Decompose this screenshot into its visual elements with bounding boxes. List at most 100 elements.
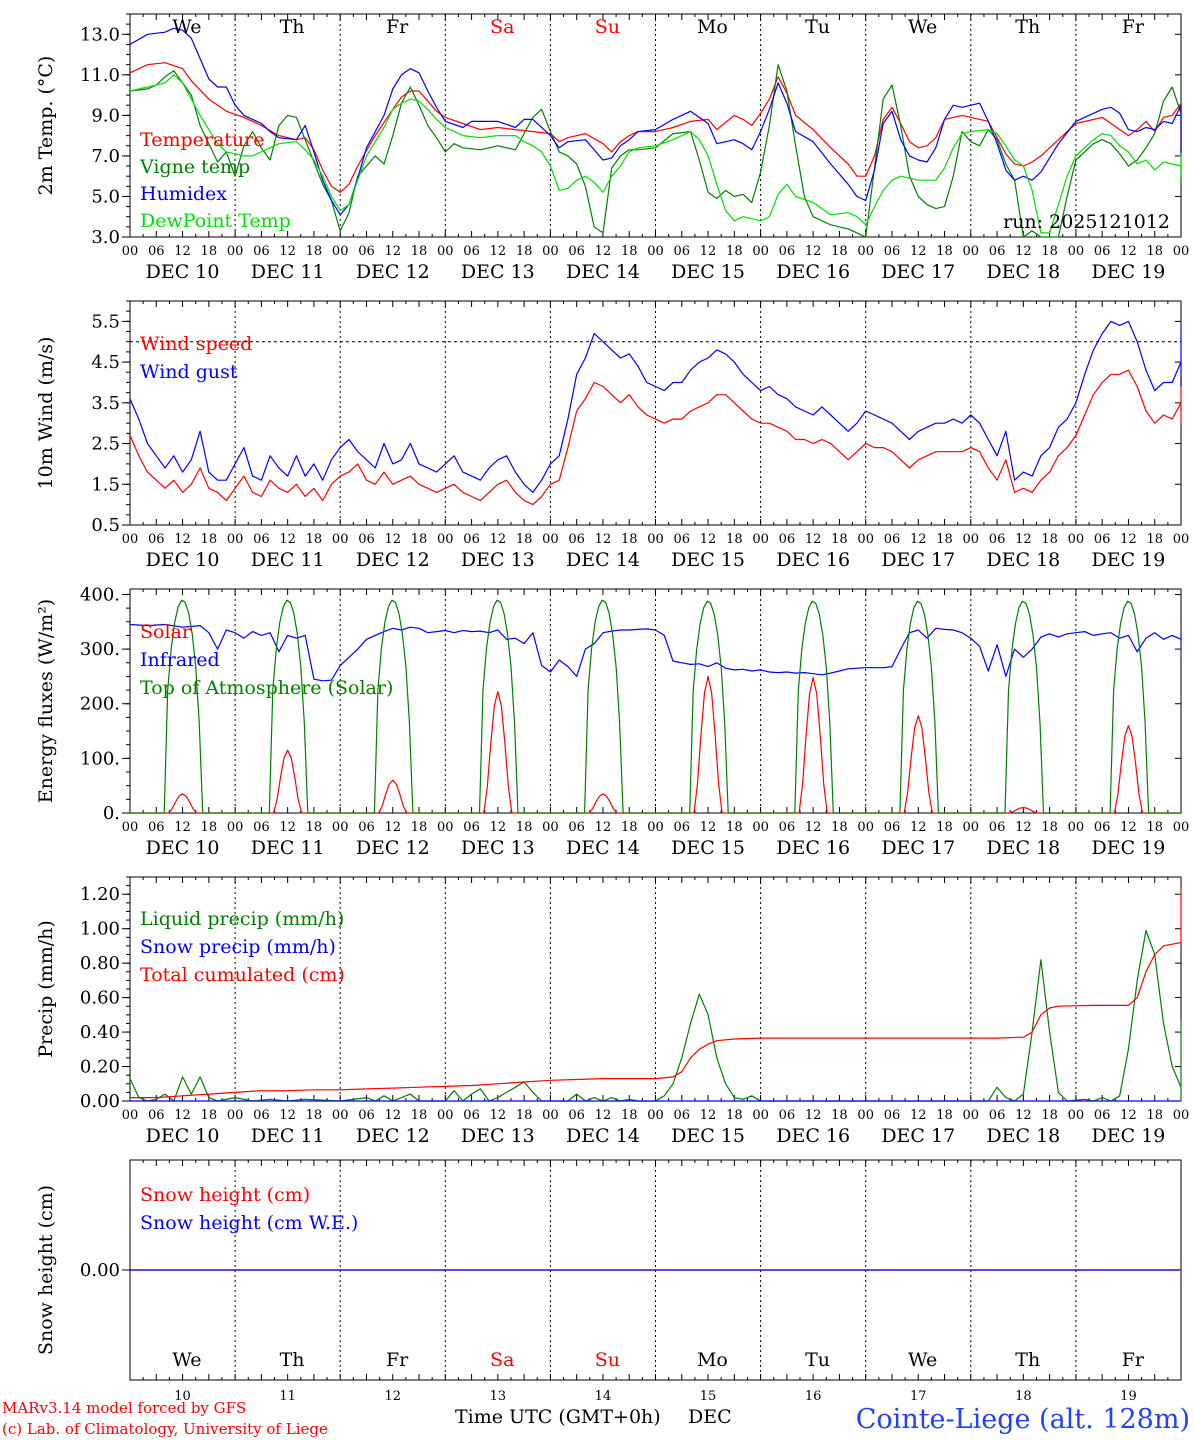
energy-date-label: DEC 10 xyxy=(146,837,220,859)
wind-y-tick-label: 5.5 xyxy=(91,311,120,332)
energy-hour-label: 00 xyxy=(332,820,349,835)
wind-hour-label: 00 xyxy=(122,532,139,547)
precip-hour-label: 12 xyxy=(384,1108,401,1123)
wind-hour-label: 00 xyxy=(857,532,874,547)
precip-hour-label: 18 xyxy=(306,1108,323,1123)
wind-hour-label-end: 00 xyxy=(1173,532,1190,547)
temperature-y-tick-label: 11.0 xyxy=(80,65,120,86)
energy-hour-label: 12 xyxy=(700,820,717,835)
wind-hour-label: 00 xyxy=(332,532,349,547)
temperature-hour-label: 06 xyxy=(1094,244,1111,259)
day-number-label: 12 xyxy=(384,1389,401,1404)
day-number-label: 16 xyxy=(805,1389,822,1404)
wind-legend-label: Wind speed xyxy=(140,333,252,355)
precip-date-label: DEC 17 xyxy=(881,1125,955,1147)
precip-hour-label: 00 xyxy=(227,1108,244,1123)
day-number-label: 14 xyxy=(595,1389,612,1404)
temperature-hour-label: 12 xyxy=(384,244,401,259)
precip-hour-label: 18 xyxy=(1146,1108,1163,1123)
energy-series-infrared xyxy=(129,623,1182,682)
energy-hour-label: 12 xyxy=(279,820,296,835)
wind-hour-label: 00 xyxy=(963,532,980,547)
energy-hour-label: 18 xyxy=(1041,820,1058,835)
temperature-hour-label: 12 xyxy=(910,244,927,259)
weekday-label: Th xyxy=(280,1349,305,1371)
energy-hour-label: 12 xyxy=(490,820,507,835)
energy-hour-label: 18 xyxy=(306,820,323,835)
energy-hour-label: 06 xyxy=(1094,820,1111,835)
energy-hour-label: 18 xyxy=(936,820,953,835)
precip-date-label: DEC 16 xyxy=(776,1125,850,1147)
wind-hour-label: 18 xyxy=(621,532,638,547)
temperature-hour-label: 18 xyxy=(621,244,638,259)
temperature-y-tick-label: 5.0 xyxy=(91,186,120,207)
precip-hour-label: 12 xyxy=(700,1108,717,1123)
energy-hour-label: 18 xyxy=(621,820,638,835)
energy-hour-label: 06 xyxy=(779,820,796,835)
temperature-date-label: DEC 12 xyxy=(356,261,430,283)
precip-hour-label: 18 xyxy=(516,1108,533,1123)
temperature-date-label: DEC 19 xyxy=(1092,261,1166,283)
precip-hour-label: 18 xyxy=(621,1108,638,1123)
temperature-date-label: DEC 17 xyxy=(881,261,955,283)
energy-hour-label: 00 xyxy=(437,820,454,835)
weekday-label: Sa xyxy=(490,16,514,38)
energy-series-top-of-atmosphere-solar- xyxy=(130,599,1181,814)
footer-month-label: DEC xyxy=(688,1406,732,1428)
precip-hour-label: 12 xyxy=(490,1108,507,1123)
chart-panels: 3.0 5.0 7.0 9.0 11.0 13.0 2m Temp. (°C) Tempera… xyxy=(35,13,1190,1404)
energy-hour-label: 12 xyxy=(805,820,822,835)
temperature-hour-label: 12 xyxy=(1120,244,1137,259)
wind-panel: 0.5 1.5 2.5 3.5 4.5 5.5 10m Wind (m/s) Wind spe… xyxy=(35,300,1190,571)
temperature-hour-label: 12 xyxy=(279,244,296,259)
energy-date-label: DEC 15 xyxy=(671,837,745,859)
energy-date-label: DEC 12 xyxy=(356,837,430,859)
wind-hour-label: 18 xyxy=(936,532,953,547)
weekday-label: Su xyxy=(595,16,620,38)
precip-hour-label: 18 xyxy=(411,1108,428,1123)
precip-legend-label: Snow precip (mm/h) xyxy=(140,936,336,958)
wind-date-label: DEC 13 xyxy=(461,549,535,571)
precip-hour-label: 06 xyxy=(463,1108,480,1123)
temperature-series-temperature xyxy=(129,62,1182,193)
temperature-series-vigne-temp xyxy=(129,64,1182,238)
temperature-hour-label: 06 xyxy=(674,244,691,259)
energy-hour-label: 12 xyxy=(384,820,401,835)
precip-date-label: DEC 19 xyxy=(1092,1125,1166,1147)
energy-hour-label: 06 xyxy=(148,820,165,835)
precip-hour-label: 18 xyxy=(726,1108,743,1123)
wind-y-tick-label: 4.5 xyxy=(91,352,120,373)
energy-hour-label: 00 xyxy=(1068,820,1085,835)
temperature-hour-label: 06 xyxy=(358,244,375,259)
precip-hour-label: 00 xyxy=(542,1108,559,1123)
footer-time-label: Time UTC (GMT+0h) xyxy=(455,1406,661,1428)
footer-credit-label: (c) Lab. of Climatology, University of L… xyxy=(2,1420,328,1438)
precip-date-label: DEC 12 xyxy=(356,1125,430,1147)
weekday-label: Fr xyxy=(1122,1349,1145,1371)
precip-hour-label: 06 xyxy=(779,1108,796,1123)
temperature-hour-label-end: 00 xyxy=(1173,244,1190,259)
temperature-hour-label: 00 xyxy=(227,244,244,259)
energy-panel: 0. 100. 200. 300. 400. Energy fluxes (W/m²) So… xyxy=(35,584,1189,859)
precip-hour-label: 12 xyxy=(595,1108,612,1123)
temperature-legend-label: Humidex xyxy=(140,183,227,205)
precip-hour-label: 12 xyxy=(805,1108,822,1123)
wind-hour-label: 12 xyxy=(910,532,927,547)
temperature-hour-label: 00 xyxy=(1068,244,1085,259)
precip-legend-label: Liquid precip (mm/h) xyxy=(140,908,344,930)
temperature-hour-label: 18 xyxy=(306,244,323,259)
temperature-hour-label: 12 xyxy=(805,244,822,259)
temperature-y-tick-label: 3.0 xyxy=(91,227,120,248)
temperature-hour-label: 18 xyxy=(831,244,848,259)
energy-hour-label: 12 xyxy=(1015,820,1032,835)
wind-date-label: DEC 16 xyxy=(776,549,850,571)
temperature-y-tick-label: 13.0 xyxy=(80,24,120,45)
wind-hour-label: 00 xyxy=(227,532,244,547)
temperature-hour-label: 18 xyxy=(201,244,218,259)
precip-hour-label: 06 xyxy=(674,1108,691,1123)
energy-hour-label: 00 xyxy=(963,820,980,835)
wind-hour-label: 06 xyxy=(779,532,796,547)
weekday-label: We xyxy=(908,1349,937,1371)
temperature-hour-label: 18 xyxy=(1041,244,1058,259)
temperature-hour-label: 18 xyxy=(411,244,428,259)
